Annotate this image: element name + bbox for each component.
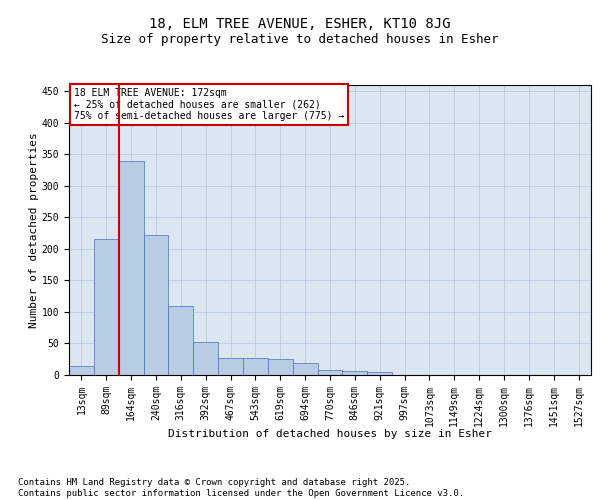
Bar — [317, 370, 343, 375]
Text: 18, ELM TREE AVENUE, ESHER, KT10 8JG: 18, ELM TREE AVENUE, ESHER, KT10 8JG — [149, 18, 451, 32]
Bar — [218, 358, 243, 375]
Bar — [69, 366, 94, 375]
Text: Contains HM Land Registry data © Crown copyright and database right 2025.
Contai: Contains HM Land Registry data © Crown c… — [18, 478, 464, 498]
Text: 18 ELM TREE AVENUE: 172sqm
← 25% of detached houses are smaller (262)
75% of sem: 18 ELM TREE AVENUE: 172sqm ← 25% of deta… — [74, 88, 344, 121]
Bar — [119, 160, 143, 375]
Bar — [367, 372, 392, 375]
Bar — [243, 358, 268, 375]
Bar — [193, 342, 218, 375]
Bar — [343, 371, 367, 375]
X-axis label: Distribution of detached houses by size in Esher: Distribution of detached houses by size … — [168, 428, 492, 438]
Bar — [143, 235, 169, 375]
Bar — [169, 306, 193, 375]
Bar — [268, 358, 293, 375]
Y-axis label: Number of detached properties: Number of detached properties — [29, 132, 39, 328]
Text: Size of property relative to detached houses in Esher: Size of property relative to detached ho… — [101, 32, 499, 46]
Bar — [94, 240, 119, 375]
Bar — [293, 363, 317, 375]
